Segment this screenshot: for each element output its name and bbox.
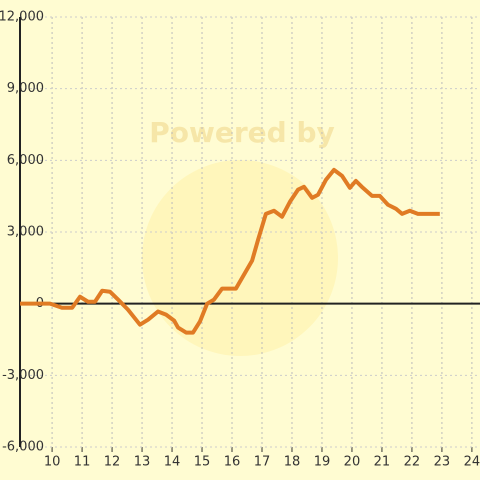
x-tick-label: 24 (464, 455, 480, 470)
x-tick-label: 20 (344, 455, 361, 470)
x-tick-label: 17 (254, 455, 271, 470)
x-tick-label: 19 (314, 455, 331, 470)
x-tick-label: 16 (224, 455, 241, 470)
x-tick-label: 23 (434, 455, 451, 470)
x-tick-label: 14 (164, 455, 181, 470)
x-tick-label: 12 (104, 455, 121, 470)
y-tick-label: -6,000 (2, 440, 44, 455)
x-tick-label: 22 (404, 455, 421, 470)
x-tick-label: 13 (134, 455, 151, 470)
x-tick-label: 11 (74, 455, 91, 470)
y-tick-label: 9,000 (7, 81, 44, 96)
x-tick-label: 15 (194, 455, 211, 470)
x-tick-label: 10 (44, 455, 61, 470)
y-tick-label: -3,000 (2, 368, 44, 383)
data-line (20, 167, 440, 335)
x-tick-label: 21 (374, 455, 391, 470)
y-tick-label: 6,000 (7, 153, 44, 168)
watermark-logo (142, 160, 338, 356)
y-tick-label: 12,000 (0, 10, 44, 25)
x-tick-label: 18 (284, 455, 301, 470)
watermark: Powered by (149, 116, 335, 149)
y-tick-label: 3,000 (7, 225, 44, 240)
